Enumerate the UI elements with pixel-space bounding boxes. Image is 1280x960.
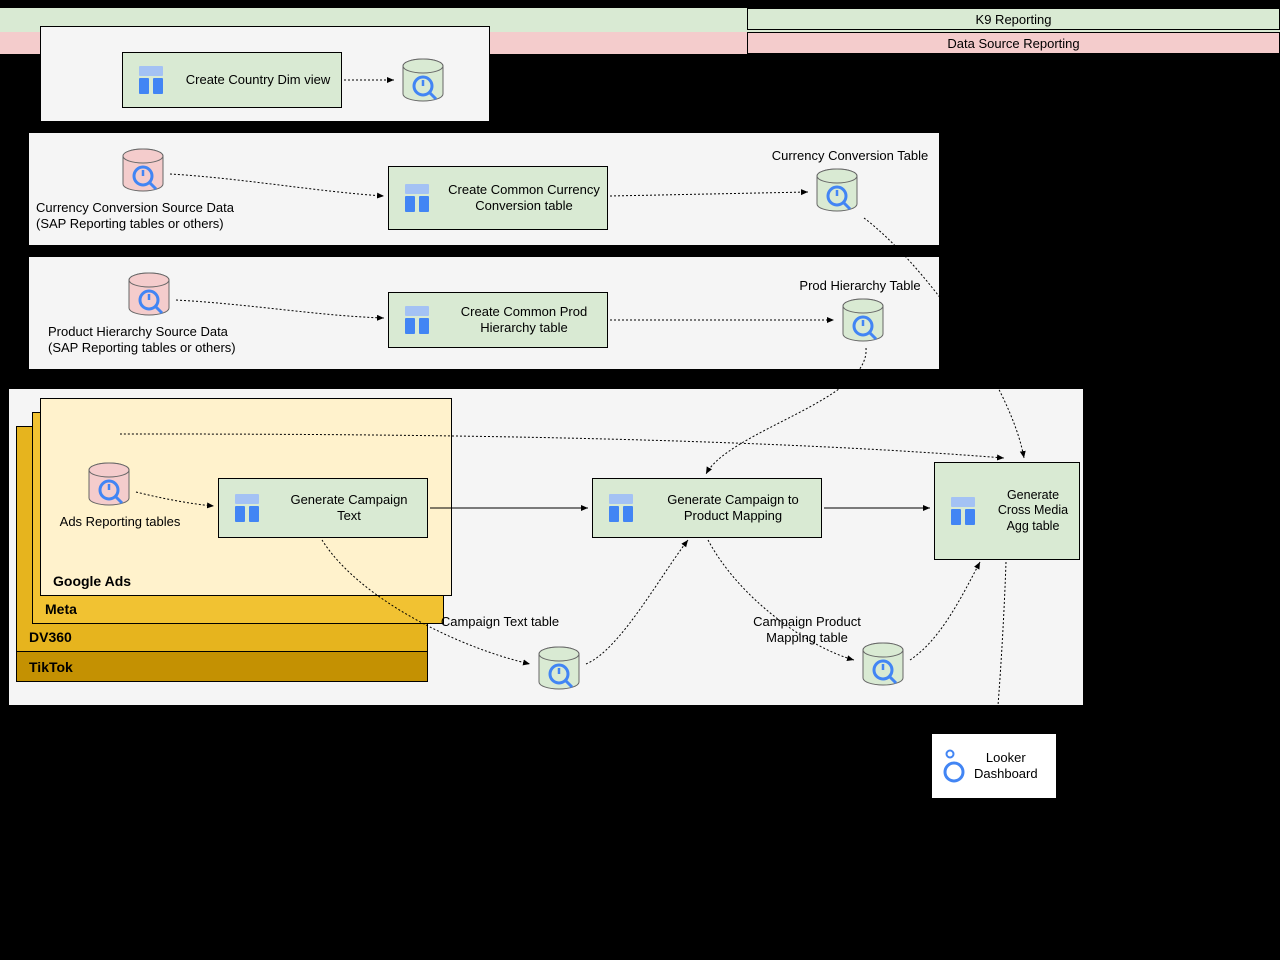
db-currency-src [118, 146, 168, 196]
step-label: Generate Campaign to Product Mapping [645, 488, 821, 529]
dataform-icon [399, 180, 435, 216]
step-prodhier: Create Common Prod Hierarchy table [388, 292, 608, 348]
dataform-icon [399, 302, 435, 338]
db-campmap-tbl-label: Campaign Product Mapping table [742, 614, 872, 647]
step-campmap: Generate Campaign to Product Mapping [592, 478, 822, 538]
db-camptext-tbl [534, 644, 584, 694]
step-label: Create Common Currency Conversion table [441, 178, 607, 219]
dataform-icon [603, 490, 639, 526]
step-label: Create Country Dim view [175, 68, 341, 92]
db-ads-tables-label: Ads Reporting tables [50, 514, 190, 530]
step-crossmedia: Generate Cross Media Agg table [934, 462, 1080, 560]
db-ads-tables [84, 460, 134, 510]
step-label: Create Common Prod Hierarchy table [441, 300, 607, 341]
db-prodhier-tbl [838, 296, 888, 346]
looker-box: LookerDashboard [932, 734, 1056, 798]
dataform-icon [133, 62, 169, 98]
legend-ds: Data Source Reporting [747, 32, 1280, 54]
db-camptext-tbl-label: Campaign Text table [440, 614, 560, 630]
db-prodhier-src [124, 270, 174, 320]
source-cards: TikTok DV360 Meta Google Ads [16, 398, 446, 688]
step-label: Generate Cross Media Agg table [987, 484, 1079, 539]
db-country-dim [398, 56, 448, 106]
legend-k9: K9 Reporting [747, 8, 1280, 30]
step-camptext: Generate Campaign Text [218, 478, 428, 538]
db-currency-src-label: Currency Conversion Source Data (SAP Rep… [36, 200, 276, 233]
db-campmap-tbl [858, 640, 908, 690]
looker-icon [938, 748, 970, 784]
db-currency-tbl [812, 166, 862, 216]
step-label: Generate Campaign Text [271, 488, 427, 529]
db-prodhier-src-label: Product Hierarchy Source Data (SAP Repor… [48, 324, 288, 357]
dataform-icon [229, 490, 265, 526]
dataform-icon [945, 493, 981, 529]
db-currency-tbl-label: Currency Conversion Table [750, 148, 950, 164]
db-prodhier-tbl-label: Prod Hierarchy Table [770, 278, 950, 294]
step-currency: Create Common Currency Conversion table [388, 166, 608, 230]
step-country-dim: Create Country Dim view [122, 52, 342, 108]
